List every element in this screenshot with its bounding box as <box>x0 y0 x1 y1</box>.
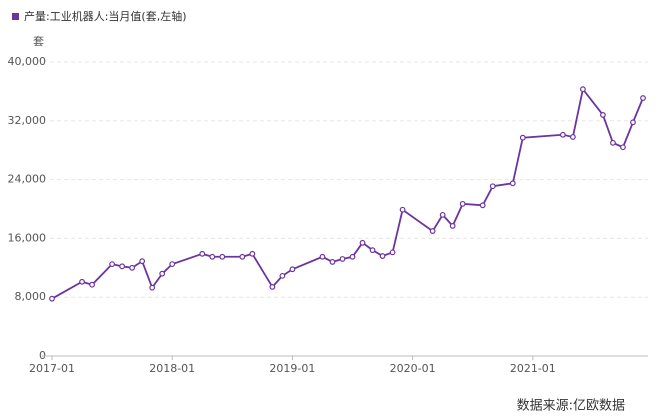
point <box>289 266 296 273</box>
point <box>149 284 156 291</box>
point <box>89 281 95 288</box>
point <box>249 250 256 257</box>
point <box>439 211 446 218</box>
point <box>610 139 616 146</box>
x-tick-label: 2017-01 <box>29 362 75 375</box>
source-note: 数据来源:亿欧数据 <box>517 399 625 414</box>
point <box>359 239 366 246</box>
point <box>600 112 606 118</box>
point <box>239 253 246 260</box>
point <box>209 253 216 260</box>
y-tick-label: 24,000 <box>8 173 47 186</box>
point <box>389 249 396 256</box>
y-tick-label: 8,000 <box>15 290 47 303</box>
point <box>509 180 516 187</box>
point <box>579 86 586 93</box>
x-tick-label: 2020-01 <box>390 362 436 375</box>
point <box>279 272 286 279</box>
point <box>559 131 566 138</box>
y-tick-label: 32,000 <box>8 114 47 127</box>
point <box>569 134 576 140</box>
point <box>630 119 636 126</box>
point <box>129 264 136 271</box>
point <box>459 200 466 207</box>
point <box>139 258 146 265</box>
point <box>369 247 376 254</box>
point <box>329 259 336 265</box>
point <box>159 270 166 277</box>
y-tick-label: 16,000 <box>8 231 47 244</box>
point <box>449 223 456 229</box>
point <box>339 256 346 262</box>
point <box>199 250 206 257</box>
x-tick-label: 2019-01 <box>269 362 315 375</box>
point <box>519 134 526 141</box>
legend-label: 产量:工业机器人:当月值(套,左轴) <box>24 9 187 23</box>
y-unit: 套 <box>33 35 44 48</box>
point <box>119 263 126 270</box>
y-tick-label: 40,000 <box>8 55 47 68</box>
x-tick-label: 2018-01 <box>149 362 195 375</box>
point <box>379 253 386 259</box>
point <box>219 253 226 260</box>
point <box>479 202 486 209</box>
point <box>79 278 85 285</box>
point <box>349 253 356 260</box>
point <box>620 144 626 151</box>
point <box>640 95 646 101</box>
point <box>109 261 116 268</box>
point <box>169 261 176 268</box>
legend-swatch <box>12 13 19 20</box>
point <box>49 295 55 302</box>
x-tick-label: 2021-01 <box>510 362 556 375</box>
point <box>399 206 406 213</box>
point <box>269 284 276 290</box>
point <box>319 253 326 260</box>
point <box>489 183 496 190</box>
point <box>429 228 436 234</box>
